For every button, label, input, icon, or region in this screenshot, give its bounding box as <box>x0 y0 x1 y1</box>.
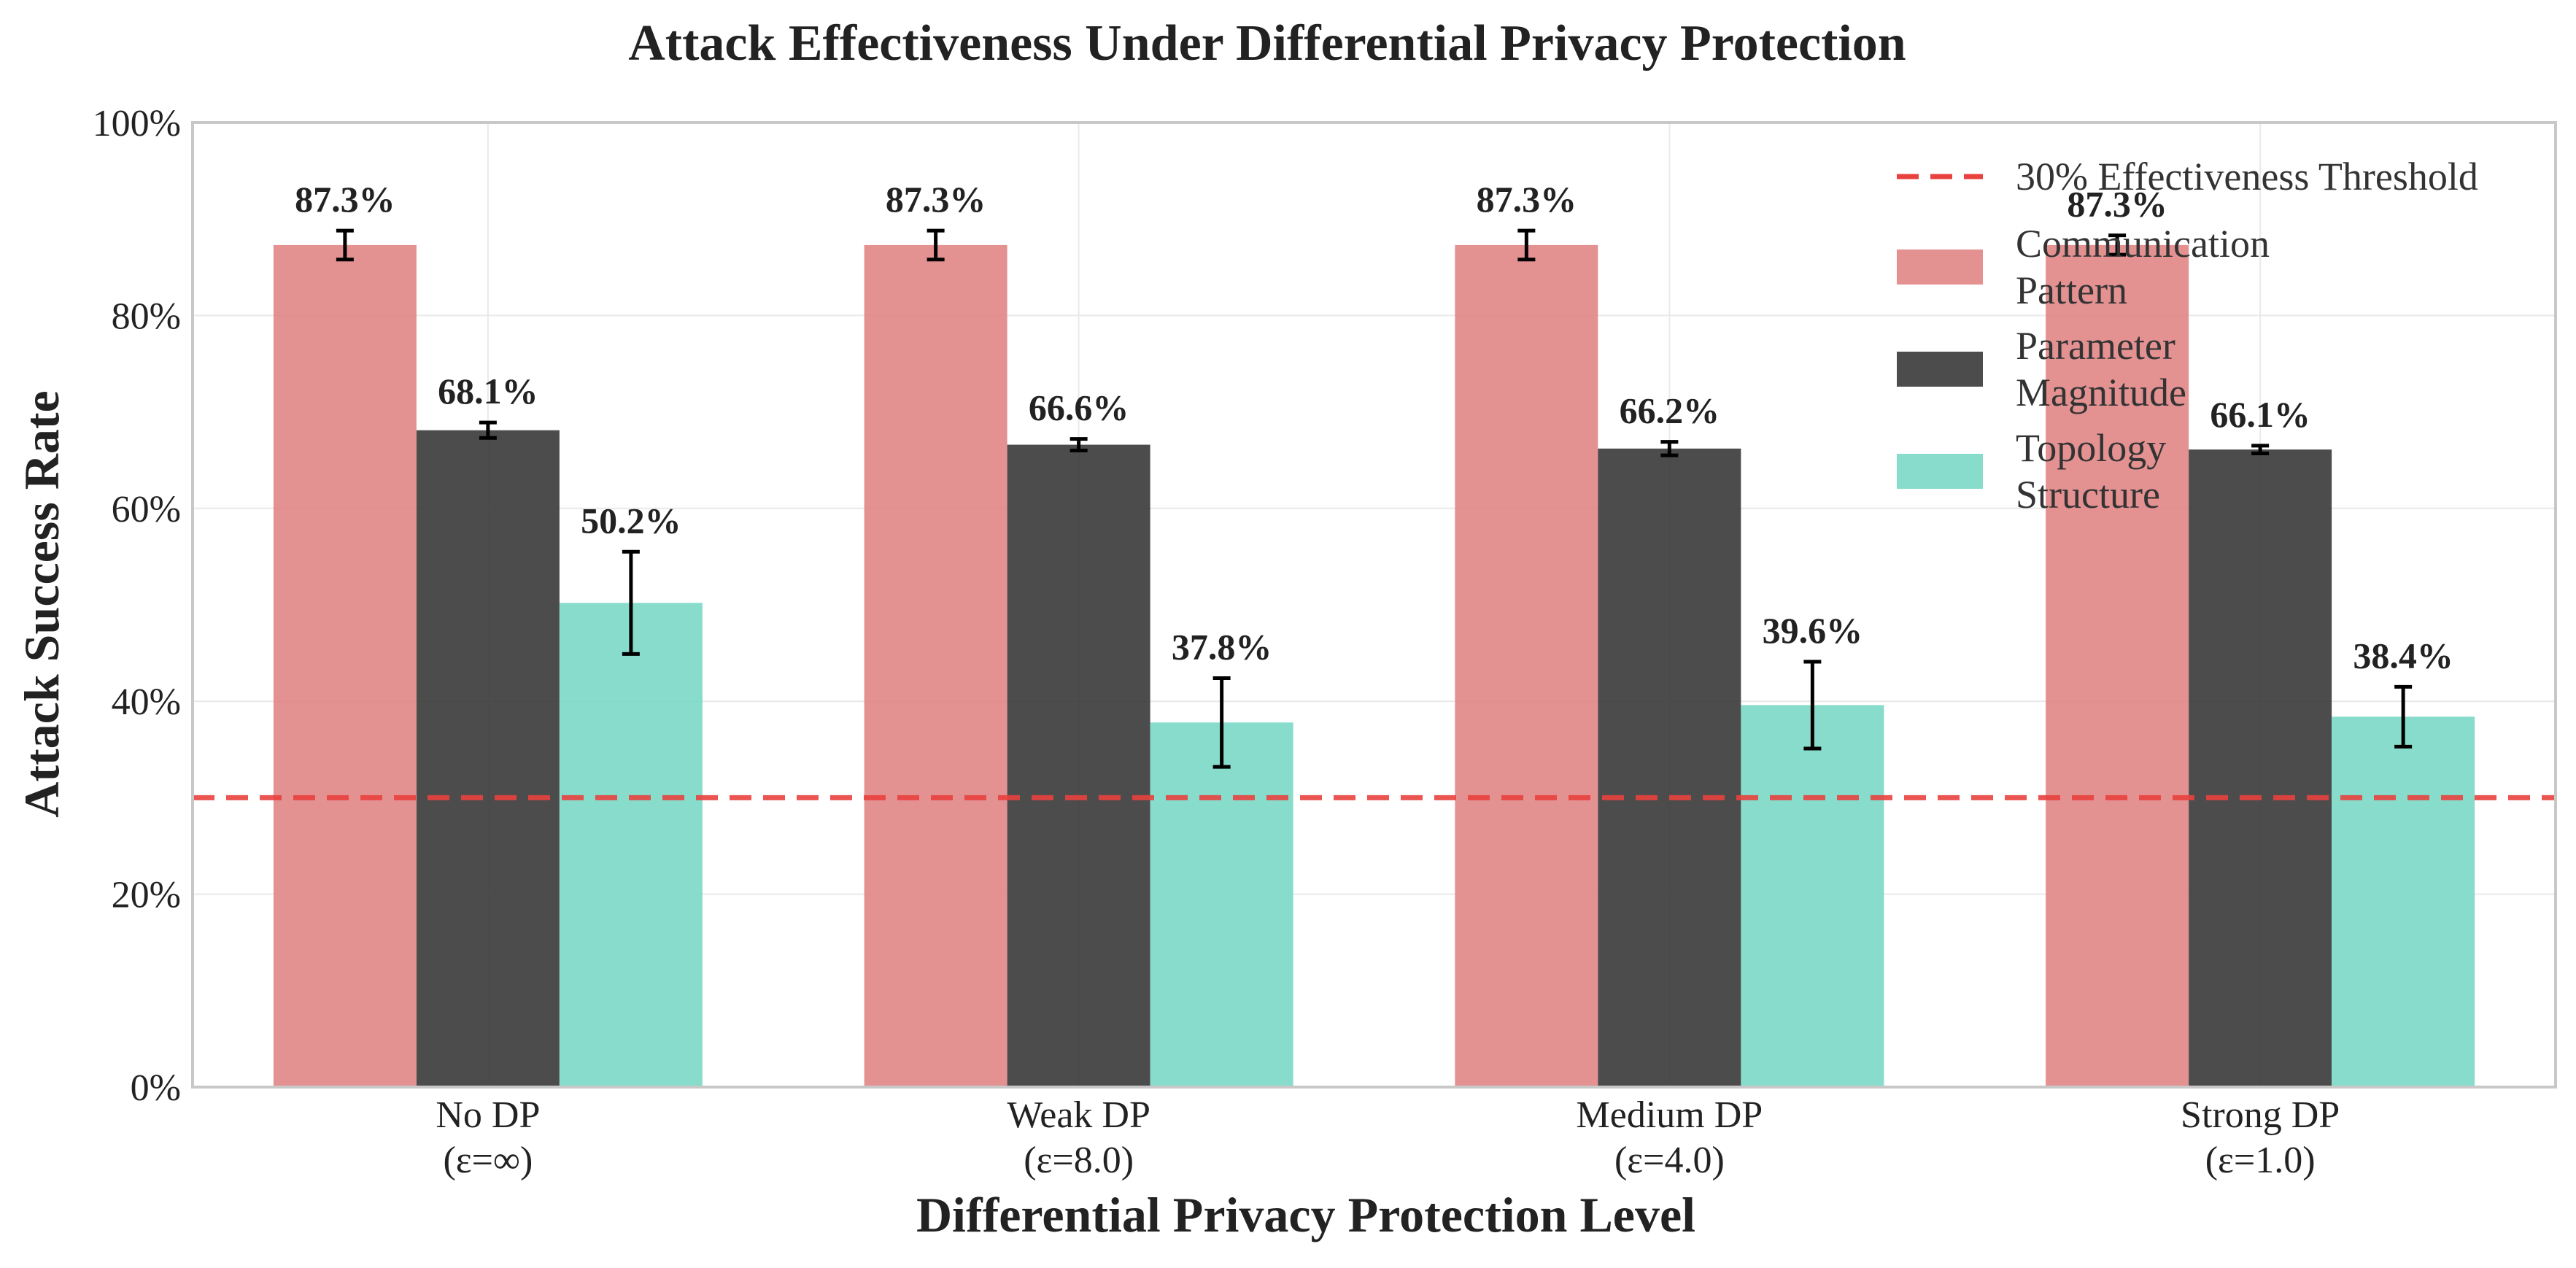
legend-label: Communication Pattern <box>2016 222 2270 312</box>
data-label: 50.2% <box>581 500 681 541</box>
bar-topology-structure <box>559 603 703 1087</box>
chart-title: Attack Effectiveness Under Differential … <box>628 15 1906 71</box>
y-tick-label: 100% <box>93 103 181 144</box>
data-label: 66.1% <box>2210 394 2310 435</box>
bar-communication-pattern <box>273 244 417 1087</box>
x-tick-label: Weak DP (ε=8.0) <box>1007 1094 1150 1181</box>
legend-swatch <box>1897 352 1983 387</box>
y-tick-label: 20% <box>112 875 181 916</box>
data-label: 37.8% <box>1172 626 1272 667</box>
y-tick-label: 60% <box>112 489 181 530</box>
legend-swatch <box>1897 250 1983 285</box>
bar-parameter-magnitude <box>1598 448 1741 1087</box>
bar-parameter-magnitude <box>416 430 560 1087</box>
data-label: 68.1% <box>438 371 538 411</box>
y-tick-label: 40% <box>112 681 181 723</box>
data-label: 87.3% <box>1477 179 1577 220</box>
x-axis-label: Differential Privacy Protection Level <box>916 1187 1695 1242</box>
x-tick-label: Strong DP (ε=1.0) <box>2181 1094 2340 1181</box>
data-label: 87.3% <box>886 179 986 220</box>
bar-parameter-magnitude <box>2189 449 2332 1087</box>
bar-topology-structure <box>1741 705 1884 1087</box>
data-label: 66.2% <box>1620 390 1720 431</box>
y-tick-label: 80% <box>112 295 181 337</box>
bar-topology-structure <box>1150 722 1293 1087</box>
legend-swatch <box>1897 454 1983 489</box>
data-label: 38.4% <box>2353 635 2453 676</box>
bar-communication-pattern <box>2046 244 2189 1087</box>
plot-frame <box>191 121 2557 1089</box>
data-label: 87.3% <box>295 179 395 220</box>
bar-topology-structure <box>2332 716 2475 1087</box>
legend-label: Topology Structure <box>2016 426 2166 517</box>
y-axis-label: Attack Success Rate <box>14 390 69 817</box>
x-tick-label: Medium DP (ε=4.0) <box>1577 1094 1763 1181</box>
legend-label: Parameter Magnitude <box>2016 324 2186 414</box>
data-label: 87.3% <box>2067 184 2167 225</box>
x-tick-label: No DP (ε=∞) <box>436 1094 540 1181</box>
data-label: 66.6% <box>1029 387 1129 428</box>
y-tick-label: 0% <box>131 1067 181 1109</box>
bar-communication-pattern <box>1455 244 1598 1087</box>
bar-communication-pattern <box>864 244 1007 1087</box>
data-label: 39.6% <box>1763 610 1863 651</box>
legend-label: 30% Effectiveness Threshold <box>2016 155 2478 198</box>
bar-parameter-magnitude <box>1007 444 1150 1087</box>
